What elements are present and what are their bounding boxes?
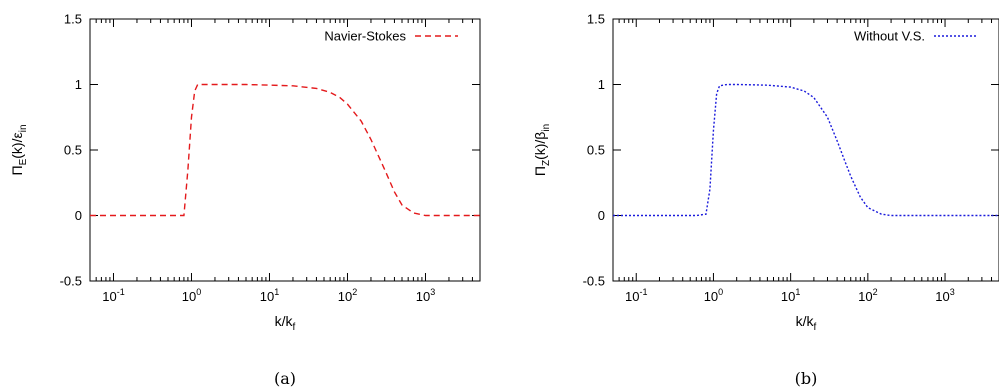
y-tick-label: 0 (75, 208, 82, 223)
panel-a: -0.5 0 0.5 1 1.5 10-1 100 101 102 103 k/kf ΠE(k)/εi… (9, 12, 481, 388)
series-line (90, 83, 480, 217)
plot-frame (89, 18, 481, 282)
legend-label: Without V.S. (854, 29, 925, 44)
x-tick-label: 101 (260, 287, 279, 304)
plot-frame (612, 18, 999, 282)
legend-label: Navier-Stokes (324, 29, 406, 44)
series-line (613, 83, 999, 217)
x-tick-label: 10-1 (102, 287, 124, 304)
x-tick-label: 103 (935, 287, 954, 304)
y-tick-label: 1 (75, 77, 82, 92)
x-tick-label: 100 (704, 287, 723, 304)
x-tick-label: 102 (338, 287, 357, 304)
x-tick-label: 100 (182, 287, 201, 304)
x-axis-label: k/kf (796, 313, 817, 333)
x-tick-label: 101 (781, 287, 800, 304)
y-tick-label: 1 (598, 77, 605, 92)
x-tick-label: 102 (858, 287, 877, 304)
y-axis-label: ΠE(k)/εin (9, 124, 29, 175)
panel-caption: (b) (795, 369, 818, 388)
y-tick-label: 0.5 (64, 143, 82, 158)
x-axis-label: k/kf (275, 313, 296, 333)
y-tick-label: -0.5 (583, 274, 605, 289)
y-tick-label: 1.5 (587, 12, 605, 27)
y-tick-label: -0.5 (60, 274, 82, 289)
panel-b: -0.5 0 0.5 1 1.5 10-1 100 101 102 103 k/kf ΠZ(k)/βi… (532, 12, 999, 388)
y-axis-label: ΠZ(k)/βin (532, 124, 552, 176)
y-tick-label: 1.5 (64, 12, 82, 27)
x-tick-label: 103 (416, 287, 435, 304)
y-tick-label: 0.5 (587, 143, 605, 158)
panel-caption: (a) (274, 369, 296, 388)
x-tick-label: 10-1 (625, 287, 647, 304)
y-tick-label: 0 (598, 208, 605, 223)
